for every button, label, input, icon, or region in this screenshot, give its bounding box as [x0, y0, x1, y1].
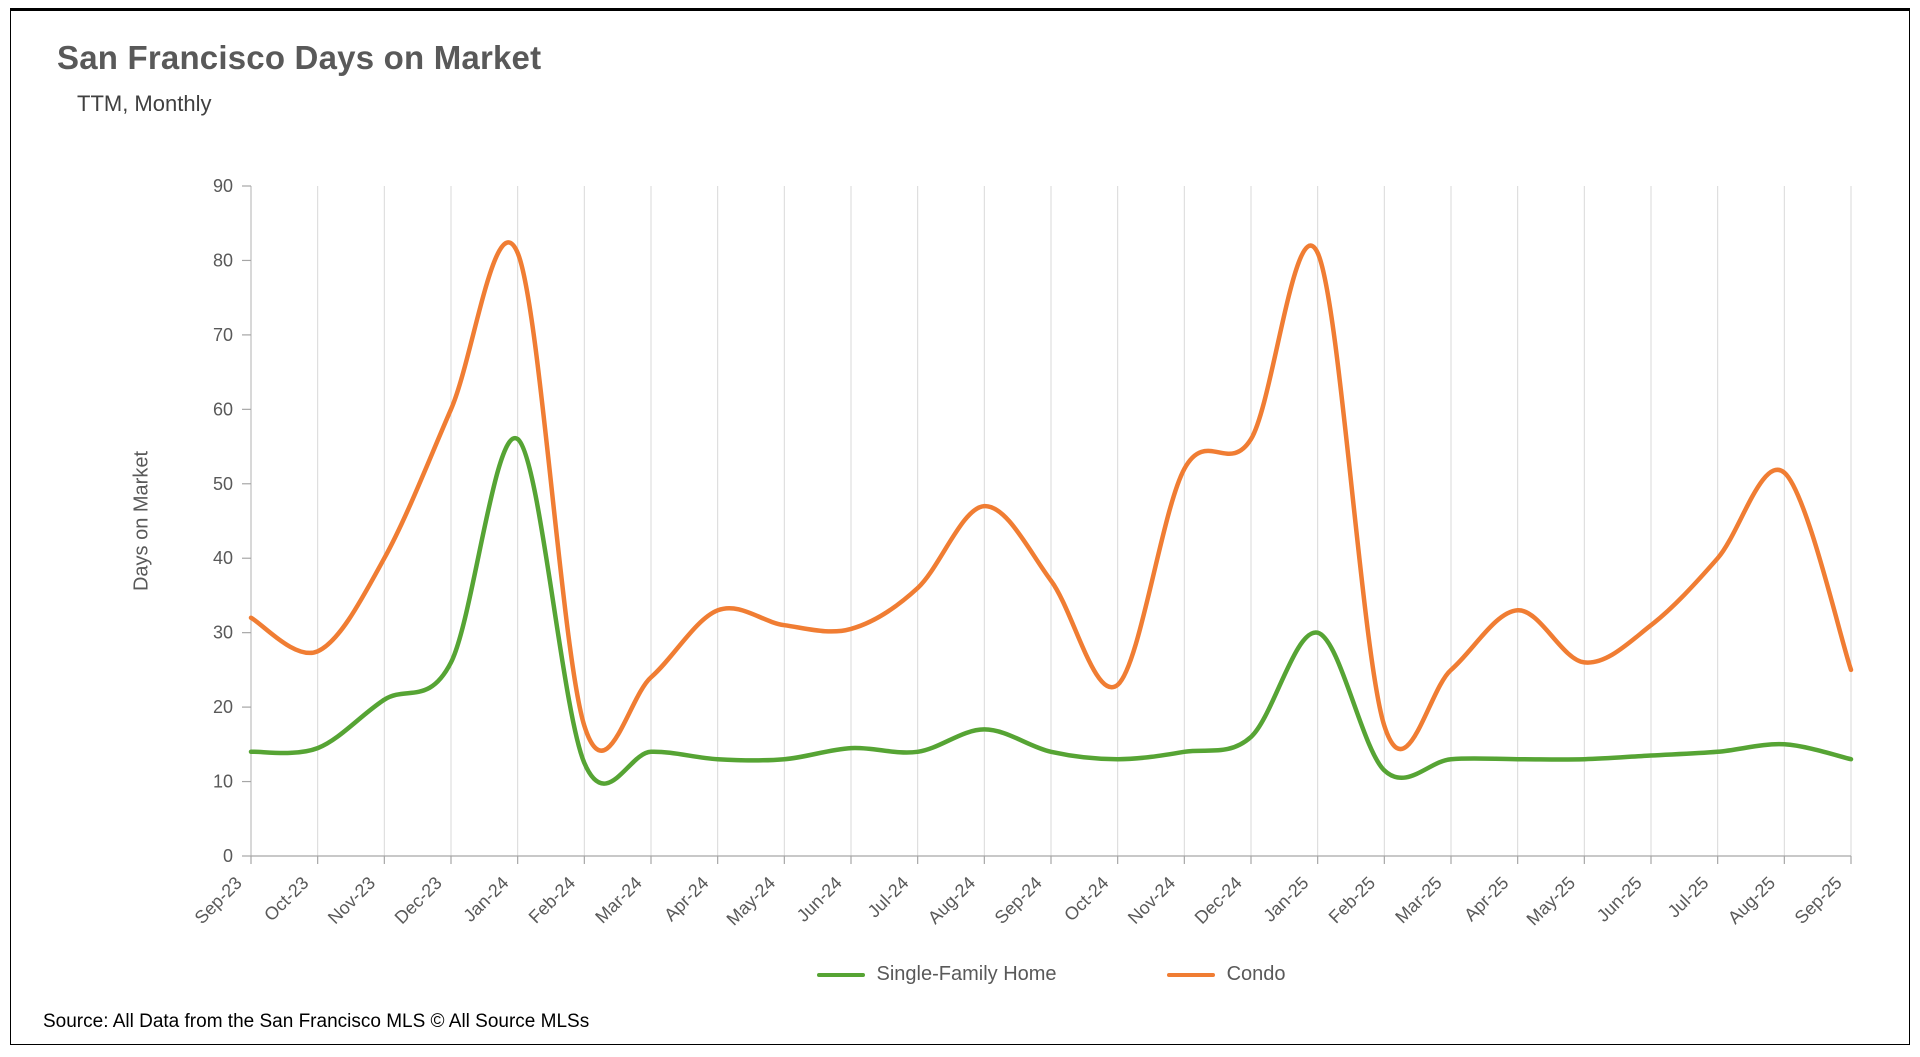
svg-text:10: 10	[213, 772, 233, 792]
svg-text:Apr-24: Apr-24	[660, 873, 712, 925]
svg-text:30: 30	[213, 623, 233, 643]
svg-text:80: 80	[213, 250, 233, 270]
svg-text:90: 90	[213, 176, 233, 196]
condo-line-swatch	[1166, 972, 1215, 977]
svg-text:Sep-25: Sep-25	[1791, 873, 1846, 928]
legend-label-single-family: Single-Family Home	[876, 963, 1057, 985]
svg-text:40: 40	[213, 548, 233, 568]
svg-text:Sep-24: Sep-24	[991, 873, 1046, 928]
source-note: Source: All Data from the San Francisco …	[43, 1011, 590, 1032]
svg-text:Jun-25: Jun-25	[1593, 873, 1646, 926]
svg-text:Sep-23: Sep-23	[191, 873, 246, 928]
svg-text:20: 20	[213, 697, 233, 717]
svg-text:Nov-23: Nov-23	[324, 873, 379, 928]
svg-text:Feb-25: Feb-25	[1325, 873, 1379, 927]
svg-text:Jun-24: Jun-24	[793, 873, 846, 926]
chart-legend: Single-Family Home Condo	[251, 963, 1851, 986]
chart-subtitle: TTM, Monthly	[77, 91, 212, 116]
svg-text:Mar-25: Mar-25	[1391, 873, 1445, 927]
svg-text:Dec-24: Dec-24	[1191, 873, 1246, 928]
svg-text:Apr-25: Apr-25	[1460, 873, 1512, 925]
svg-text:May-24: May-24	[723, 873, 780, 930]
svg-text:Jan-25: Jan-25	[1259, 873, 1312, 926]
svg-text:Dec-23: Dec-23	[391, 873, 446, 928]
svg-text:May-25: May-25	[1523, 873, 1580, 930]
svg-text:Oct-23: Oct-23	[260, 873, 312, 925]
svg-text:Oct-24: Oct-24	[1060, 873, 1112, 925]
svg-text:Jul-24: Jul-24	[864, 873, 913, 922]
svg-text:0: 0	[223, 846, 233, 866]
legend-item-single-family: Single-Family Home	[816, 963, 1057, 986]
legend-label-condo: Condo	[1226, 963, 1286, 985]
svg-text:60: 60	[213, 399, 233, 419]
svg-text:Nov-24: Nov-24	[1124, 873, 1179, 928]
chart-frame: San Francisco Days on Market TTM, Monthl…	[10, 8, 1910, 1045]
legend-item-condo: Condo	[1166, 963, 1286, 986]
single-family-line-swatch	[816, 972, 865, 977]
svg-text:Mar-24: Mar-24	[591, 873, 645, 927]
page-title: San Francisco Days on Market	[57, 39, 542, 76]
svg-text:Jul-25: Jul-25	[1664, 873, 1713, 922]
svg-text:Feb-24: Feb-24	[525, 873, 579, 927]
svg-text:70: 70	[213, 325, 233, 345]
svg-text:50: 50	[213, 474, 233, 494]
svg-text:Aug-25: Aug-25	[1724, 873, 1779, 928]
svg-text:Aug-24: Aug-24	[924, 873, 979, 928]
svg-text:Jan-24: Jan-24	[459, 873, 512, 926]
